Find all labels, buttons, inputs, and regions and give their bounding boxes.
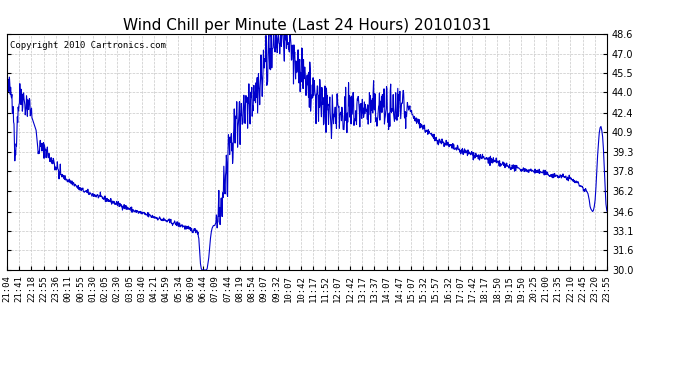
Text: Copyright 2010 Cartronics.com: Copyright 2010 Cartronics.com (10, 41, 166, 50)
Title: Wind Chill per Minute (Last 24 Hours) 20101031: Wind Chill per Minute (Last 24 Hours) 20… (123, 18, 491, 33)
